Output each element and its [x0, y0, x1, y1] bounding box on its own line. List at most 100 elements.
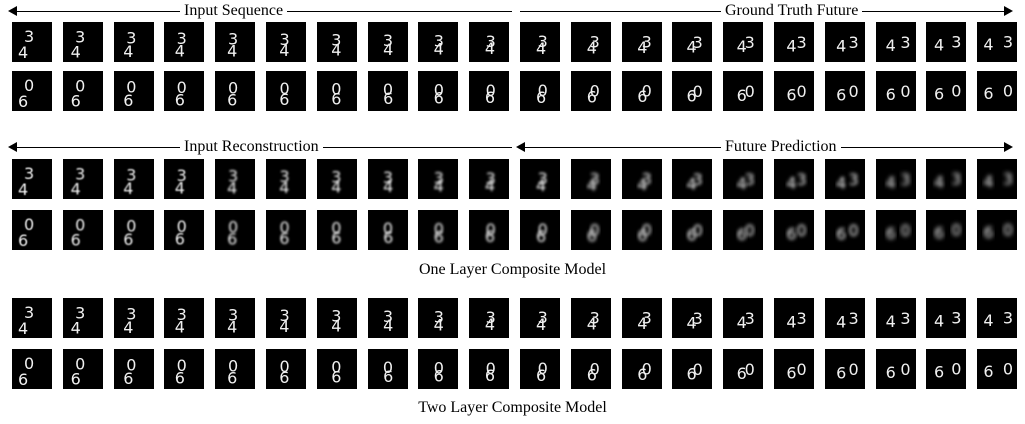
digit-glyph: 6 [687, 87, 697, 106]
digit-glyph: 0 [693, 221, 703, 240]
digit-glyphs: 60 [382, 219, 392, 247]
digit-glyph: 4 [687, 314, 697, 333]
digit-glyph: 3 [434, 169, 444, 188]
digit-glyph: 4 [485, 176, 495, 195]
digit-glyph: 0 [693, 360, 703, 379]
digit-glyph: 0 [126, 216, 136, 235]
digit-glyphs: 60 [279, 218, 289, 248]
digit-glyph: 4 [587, 314, 597, 333]
digit-glyph: 6 [70, 370, 80, 389]
digit-glyphs: 60 [175, 78, 187, 110]
digit-glyph: 4 [536, 176, 546, 195]
input-reconstruction-label: Input Reconstruction [180, 139, 323, 155]
digit-glyph: 6 [18, 231, 28, 250]
digit-glyph: 4 [587, 38, 597, 57]
digit-glyph: 0 [900, 360, 910, 379]
digit-glyph: 3 [641, 309, 651, 328]
digit-glyph: 4 [18, 43, 28, 62]
digit-glyph: 3 [1003, 33, 1013, 52]
future-prediction-label: Future Prediction [721, 139, 841, 155]
digit-glyph: 4 [123, 318, 133, 337]
digit-glyphs: 60 [434, 359, 444, 386]
digit-glyphs: 60 [382, 358, 392, 386]
digit-glyphs: 60 [18, 354, 34, 389]
digit-glyph: 4 [737, 313, 747, 332]
digit-glyph: 6 [175, 369, 185, 388]
digit-glyph: 6 [536, 227, 546, 246]
header-row-2: Input Reconstruction Future Prediction [8, 139, 1013, 155]
digit-glyphs: 60 [434, 81, 444, 108]
digit-glyphs: 43 [18, 164, 34, 199]
digit-glyph: 0 [126, 77, 136, 96]
digit-glyph: 0 [848, 82, 858, 101]
digit-glyph: 4 [279, 178, 289, 197]
digit-glyph: 3 [900, 170, 910, 189]
digit-glyph: 0 [693, 82, 703, 101]
digit-glyphs: 43 [70, 28, 85, 62]
digit-glyph: 6 [123, 369, 133, 388]
digit-glyph: 6 [934, 362, 944, 381]
digit-glyph: 3 [486, 32, 496, 51]
digit-glyph: 0 [538, 81, 548, 100]
digit-glyph: 3 [177, 166, 187, 185]
digit-glyphs: 60 [687, 221, 703, 245]
digit-glyphs: 60 [536, 359, 548, 385]
digit-glyph: 4 [984, 172, 994, 191]
digit-glyphs: 43 [587, 170, 600, 195]
digit-glyph: 6 [227, 90, 237, 109]
digit-glyph: 0 [177, 78, 187, 97]
digit-glyphs: 60 [637, 221, 651, 245]
digit-glyph: 6 [984, 84, 994, 103]
digit-glyph: 3 [177, 29, 187, 48]
digit-glyphs: 43 [737, 170, 755, 193]
digit-glyph: 4 [737, 174, 747, 193]
digit-glyphs: 43 [227, 30, 238, 61]
digit-glyph: 3 [382, 307, 392, 326]
digit-glyph: 3 [693, 33, 703, 52]
digit-glyph: 4 [331, 317, 341, 336]
digit-glyph: 4 [536, 39, 546, 58]
digit-glyphs: 43 [587, 309, 600, 334]
digit-glyph: 6 [485, 366, 495, 385]
digit-glyph: 4 [485, 39, 495, 58]
digit-glyph: 6 [485, 88, 495, 107]
digit-glyph: 4 [885, 36, 895, 55]
digit-glyph: 0 [848, 360, 858, 379]
digit-glyph: 0 [280, 357, 290, 376]
digit-glyph: 3 [848, 309, 858, 328]
digit-glyph: 3 [848, 33, 858, 52]
digit-glyph: 6 [536, 88, 546, 107]
digit-glyph: 0 [589, 360, 599, 379]
digit-glyph: 3 [280, 306, 290, 325]
digit-glyphs: 60 [227, 357, 238, 388]
digit-glyphs: 60 [175, 356, 187, 388]
digit-glyph: 4 [934, 172, 944, 191]
digit-glyphs: 60 [587, 221, 600, 246]
digit-glyph: 0 [75, 77, 85, 96]
digit-glyphs: 60 [123, 216, 136, 249]
digit-glyph: 6 [587, 87, 597, 106]
